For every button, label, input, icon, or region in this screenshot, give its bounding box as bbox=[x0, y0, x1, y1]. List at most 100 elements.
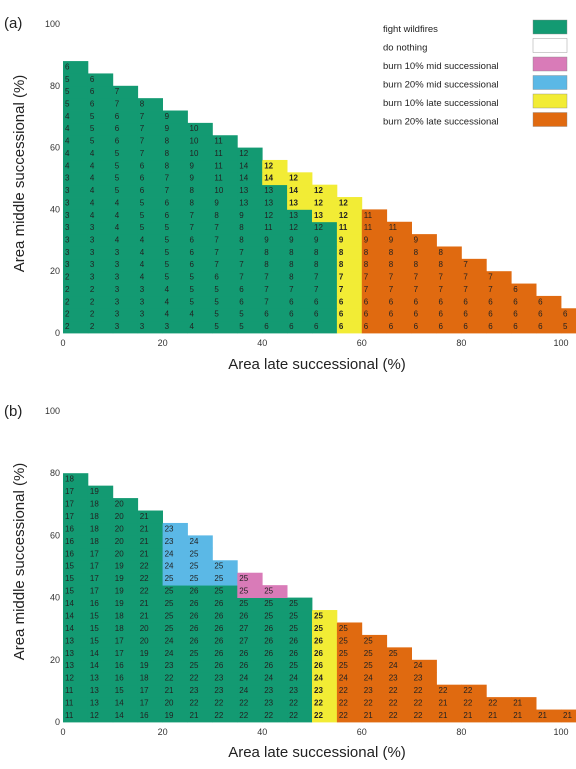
cell-value: 6 bbox=[190, 260, 195, 269]
cell-value: 26 bbox=[190, 587, 199, 596]
heatmap-cell bbox=[112, 610, 139, 623]
cell-value: 12 bbox=[289, 223, 298, 232]
cell-value: 9 bbox=[214, 198, 219, 207]
cell-value: 22 bbox=[389, 711, 398, 720]
heatmap-cell bbox=[411, 709, 437, 723]
heatmap-cell bbox=[63, 659, 89, 673]
cell-value: 6 bbox=[488, 310, 493, 319]
heatmap-cell bbox=[63, 271, 89, 284]
heatmap-cell bbox=[87, 73, 114, 87]
heatmap-cell bbox=[237, 709, 263, 723]
heatmap-cell bbox=[411, 672, 437, 686]
cell-value: 6 bbox=[190, 235, 195, 244]
cell-value: 6 bbox=[90, 87, 95, 96]
cell-value: 6 bbox=[289, 297, 294, 306]
legend-swatch bbox=[532, 112, 568, 127]
heatmap-cell bbox=[336, 234, 363, 247]
heatmap-cell bbox=[511, 295, 537, 309]
cell-value: 4 bbox=[140, 235, 145, 244]
heatmap-cell bbox=[237, 659, 263, 673]
cell-value: 6 bbox=[239, 297, 244, 306]
heatmap-cell bbox=[312, 283, 338, 297]
cell-value: 7 bbox=[264, 273, 269, 282]
cell-value: 21 bbox=[140, 549, 149, 558]
heatmap-cell bbox=[486, 697, 512, 710]
cell-value: 11 bbox=[389, 223, 398, 232]
cell-value: 24 bbox=[389, 661, 398, 670]
cell-value: 15 bbox=[115, 686, 124, 695]
cell-value: 6 bbox=[414, 322, 419, 331]
cell-value: 21 bbox=[140, 599, 149, 608]
heatmap-cell bbox=[162, 295, 188, 309]
cell-value: 3 bbox=[90, 260, 95, 269]
heatmap-cell bbox=[511, 697, 537, 710]
cell-value: 25 bbox=[289, 611, 298, 620]
heatmap-cell bbox=[237, 697, 263, 710]
heatmap-cell bbox=[237, 246, 263, 260]
cell-value: 23 bbox=[165, 537, 174, 546]
cell-value: 8 bbox=[339, 248, 344, 257]
cell-value: 9 bbox=[264, 235, 269, 244]
cell-value: 19 bbox=[115, 574, 124, 583]
cell-value: 8 bbox=[239, 223, 244, 232]
heatmap-cell bbox=[112, 634, 139, 648]
heatmap-cell bbox=[237, 647, 263, 661]
heatmap-cell bbox=[461, 258, 487, 272]
cell-value: 6 bbox=[264, 310, 269, 319]
x-axis-label: Area late successional (%) bbox=[228, 356, 406, 373]
heatmap-cell bbox=[87, 522, 114, 536]
heatmap-cell bbox=[461, 684, 487, 698]
cell-value: 6 bbox=[513, 285, 518, 294]
heatmap-cell bbox=[112, 295, 139, 309]
cell-value: 21 bbox=[165, 686, 174, 695]
cell-value: 18 bbox=[140, 674, 149, 683]
heatmap-cell bbox=[561, 320, 576, 334]
cell-value: 25 bbox=[364, 661, 373, 670]
heatmap-cell bbox=[112, 271, 139, 284]
heatmap-cell bbox=[212, 209, 238, 223]
cell-value: 7 bbox=[439, 285, 444, 294]
heatmap-cell bbox=[386, 659, 412, 673]
heatmap-cell bbox=[87, 283, 114, 297]
cell-value: 13 bbox=[264, 198, 273, 207]
cell-value: 26 bbox=[214, 636, 223, 645]
cell-value: 5 bbox=[65, 75, 70, 84]
heatmap-cell bbox=[361, 221, 388, 235]
cell-value: 22 bbox=[165, 674, 174, 683]
cell-value: 3 bbox=[65, 186, 70, 195]
cell-value: 17 bbox=[115, 636, 124, 645]
cell-value: 11 bbox=[364, 211, 373, 220]
cell-value: 17 bbox=[65, 512, 74, 521]
cell-value: 9 bbox=[364, 235, 369, 244]
cell-value: 7 bbox=[140, 112, 145, 121]
cell-value: 6 bbox=[513, 310, 518, 319]
cell-value: 6 bbox=[463, 310, 468, 319]
cell-value: 11 bbox=[65, 686, 74, 695]
cell-value: 13 bbox=[239, 198, 248, 207]
cell-value: 2 bbox=[65, 285, 70, 294]
cell-value: 25 bbox=[314, 611, 323, 620]
heatmap-cell bbox=[87, 485, 114, 499]
heatmap-cell bbox=[386, 221, 412, 235]
heatmap-cell bbox=[436, 258, 462, 272]
cell-value: 13 bbox=[264, 186, 273, 195]
cell-value: 22 bbox=[339, 686, 348, 695]
cell-value: 22 bbox=[439, 686, 448, 695]
heatmap-cell bbox=[63, 258, 89, 272]
cell-value: 25 bbox=[289, 661, 298, 670]
heatmap-cell bbox=[312, 610, 338, 623]
cell-value: 8 bbox=[414, 260, 419, 269]
heatmap-cell bbox=[87, 547, 114, 561]
cell-value: 5 bbox=[165, 248, 170, 257]
cell-value: 22 bbox=[140, 587, 149, 596]
heatmap-cell bbox=[137, 659, 163, 673]
cell-value: 5 bbox=[190, 285, 195, 294]
heatmap-cell bbox=[112, 110, 139, 124]
heatmap-cell bbox=[262, 258, 288, 272]
cell-value: 7 bbox=[389, 273, 394, 282]
cell-value: 13 bbox=[239, 186, 248, 195]
cell-value: 3 bbox=[90, 248, 95, 257]
heatmap-cell bbox=[287, 684, 313, 698]
cell-value: 5 bbox=[165, 235, 170, 244]
cell-value: 5 bbox=[190, 273, 195, 282]
